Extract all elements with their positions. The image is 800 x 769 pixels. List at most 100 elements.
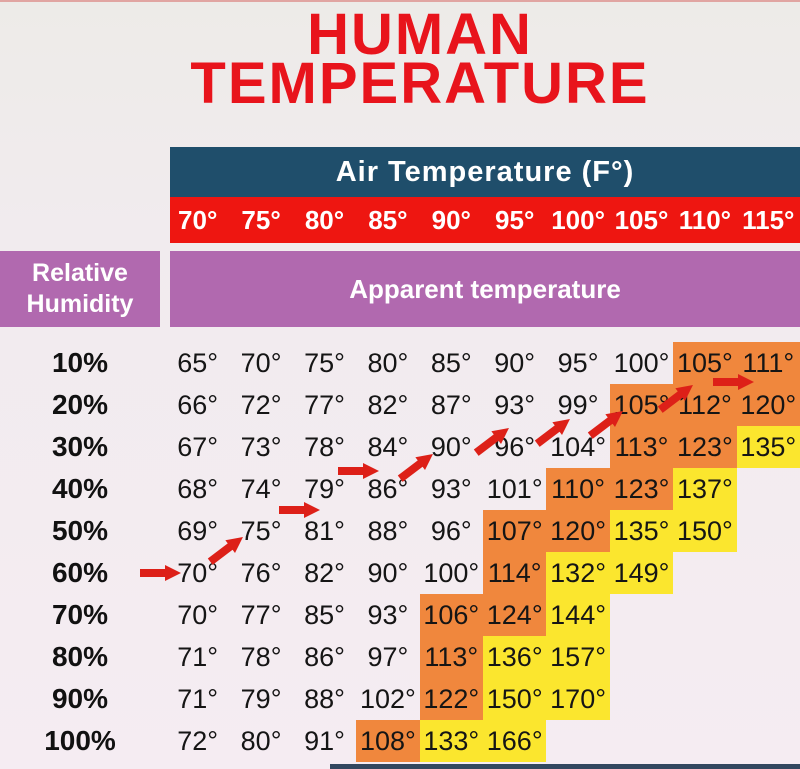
humidity-row-label: 20% bbox=[51, 389, 109, 420]
red-arrow-icon bbox=[279, 502, 321, 518]
apparent-temp-cell: 78° bbox=[240, 642, 282, 672]
apparent-temp-cell: 90° bbox=[430, 432, 472, 462]
air-temperature-scale-band bbox=[170, 197, 800, 243]
arrow-bar bbox=[713, 378, 739, 386]
humidity-row-label: 30% bbox=[51, 431, 109, 462]
apparent-temp-cell: 96° bbox=[494, 432, 536, 462]
apparent-temp-cell: 79° bbox=[240, 684, 282, 714]
apparent-temp-cell: 150° bbox=[483, 678, 547, 720]
air-temp-tick: 90° bbox=[431, 205, 471, 235]
apparent-temp-cell: 97° bbox=[367, 642, 409, 672]
apparent-temp-cell: 100° bbox=[613, 348, 670, 378]
red-arrow-icon bbox=[140, 565, 182, 581]
apparent-temp-cell: 137° bbox=[673, 468, 737, 510]
apparent-temp-cell: 122° bbox=[419, 678, 483, 720]
apparent-temp-cell: 91° bbox=[304, 726, 345, 756]
apparent-temp-cell: 102° bbox=[359, 684, 416, 714]
apparent-temp-cell: 84° bbox=[367, 432, 409, 462]
apparent-temp-cell: 93° bbox=[494, 390, 536, 420]
apparent-temp-cell: 107° bbox=[483, 510, 547, 552]
apparent-temp-cell: 105° bbox=[673, 342, 737, 384]
apparent-temp-cell: 75° bbox=[240, 516, 282, 546]
humidity-row-label: 10% bbox=[51, 347, 109, 378]
apparent-temp-cell: 80° bbox=[240, 726, 282, 756]
apparent-temp-cell: 166° bbox=[483, 720, 547, 762]
apparent-temp-cell: 78° bbox=[304, 432, 345, 462]
page-title-line1: HUMAN bbox=[307, 2, 533, 67]
apparent-temp-cell: 69° bbox=[177, 516, 219, 546]
apparent-temp-cell: 104° bbox=[550, 432, 607, 462]
apparent-temp-cell: 77° bbox=[304, 390, 345, 420]
arrow-bar bbox=[338, 467, 364, 475]
apparent-temp-cell: 72° bbox=[177, 726, 219, 756]
apparent-temp-cell: 90° bbox=[494, 348, 536, 378]
top-edge-line bbox=[0, 0, 800, 2]
apparent-temp-cell: 93° bbox=[430, 474, 472, 504]
apparent-temp-cell: 113° bbox=[419, 636, 483, 678]
apparent-temp-cell: 70° bbox=[177, 600, 219, 630]
relative-humidity-header: Relative Humidity bbox=[0, 251, 160, 327]
air-temperature-header: Air Temperature (F°) bbox=[170, 147, 800, 197]
apparent-temp-cell: 123° bbox=[673, 426, 737, 468]
humidity-row-label: 90% bbox=[51, 683, 109, 714]
arrow-head bbox=[304, 502, 320, 518]
apparent-temp-cell: 113° bbox=[609, 426, 674, 468]
air-temp-tick: 105° bbox=[614, 205, 669, 235]
apparent-temp-cell: 136° bbox=[483, 636, 547, 678]
apparent-temp-cell: 120° bbox=[736, 384, 800, 426]
apparent-temp-cell: 170° bbox=[546, 678, 610, 720]
apparent-temp-cell: 132° bbox=[546, 552, 610, 594]
apparent-temp-cell: 135° bbox=[609, 510, 674, 552]
apparent-temp-cell: 105° bbox=[609, 384, 674, 426]
apparent-temp-cell: 96° bbox=[430, 516, 472, 546]
apparent-temp-cell: 100° bbox=[423, 558, 480, 588]
red-arrow-icon bbox=[713, 374, 755, 390]
apparent-temp-cell: 66° bbox=[177, 390, 219, 420]
arrow-bar bbox=[140, 569, 166, 577]
apparent-temp-cell: 77° bbox=[240, 600, 282, 630]
apparent-temp-cell: 135° bbox=[736, 426, 800, 468]
humidity-row-label: 60% bbox=[51, 557, 109, 588]
apparent-temp-cell: 133° bbox=[419, 720, 483, 762]
apparent-temp-cell: 76° bbox=[240, 558, 282, 588]
apparent-temp-cell: 65° bbox=[177, 348, 219, 378]
apparent-temp-cell: 75° bbox=[304, 348, 345, 378]
apparent-temp-cell: 70° bbox=[240, 348, 282, 378]
apparent-temperature-header: Apparent temperature bbox=[170, 251, 800, 327]
apparent-temp-cell: 87° bbox=[430, 390, 472, 420]
apparent-temp-cell: 112° bbox=[673, 384, 737, 426]
apparent-temp-cell: 88° bbox=[367, 516, 409, 546]
apparent-temp-cell: 157° bbox=[546, 636, 610, 678]
apparent-temp-cell: 110° bbox=[546, 468, 610, 510]
apparent-temp-cell: 85° bbox=[430, 348, 472, 378]
air-temp-tick: 75° bbox=[241, 205, 281, 235]
bottom-edge-bar bbox=[330, 764, 800, 769]
air-temp-tick: 110° bbox=[678, 205, 732, 235]
apparent-temp-cell: 86° bbox=[304, 642, 345, 672]
apparent-temp-cell: 99° bbox=[557, 390, 599, 420]
apparent-temp-cell: 95° bbox=[557, 348, 599, 378]
apparent-temp-cell: 74° bbox=[240, 474, 282, 504]
apparent-temp-cell: 80° bbox=[367, 348, 409, 378]
apparent-temperature-label: Apparent temperature bbox=[349, 273, 621, 304]
apparent-temp-cell: 101° bbox=[486, 474, 543, 504]
apparent-temp-cell: 67° bbox=[177, 432, 219, 462]
apparent-temp-cell: 79° bbox=[304, 474, 345, 504]
apparent-temp-cell: 120° bbox=[546, 510, 610, 552]
apparent-temp-cell: 150° bbox=[673, 510, 737, 552]
air-temp-tick: 100° bbox=[551, 205, 605, 235]
apparent-temp-cell: 124° bbox=[483, 594, 547, 636]
apparent-temp-cell: 93° bbox=[367, 600, 409, 630]
apparent-temp-cell: 88° bbox=[304, 684, 345, 714]
apparent-temp-cell: 68° bbox=[177, 474, 219, 504]
humidity-row-label: 40% bbox=[51, 473, 109, 504]
apparent-temp-cell: 106° bbox=[419, 594, 483, 636]
humidity-row-label: 80% bbox=[51, 641, 109, 672]
page-title-line2: TEMPERATURE bbox=[190, 51, 650, 116]
apparent-temp-cell: 114° bbox=[483, 552, 547, 594]
air-temp-tick: 80° bbox=[304, 205, 345, 235]
apparent-temp-cell: 82° bbox=[304, 558, 345, 588]
apparent-temp-cell: 72° bbox=[240, 390, 282, 420]
air-temp-tick: 70° bbox=[178, 205, 218, 235]
